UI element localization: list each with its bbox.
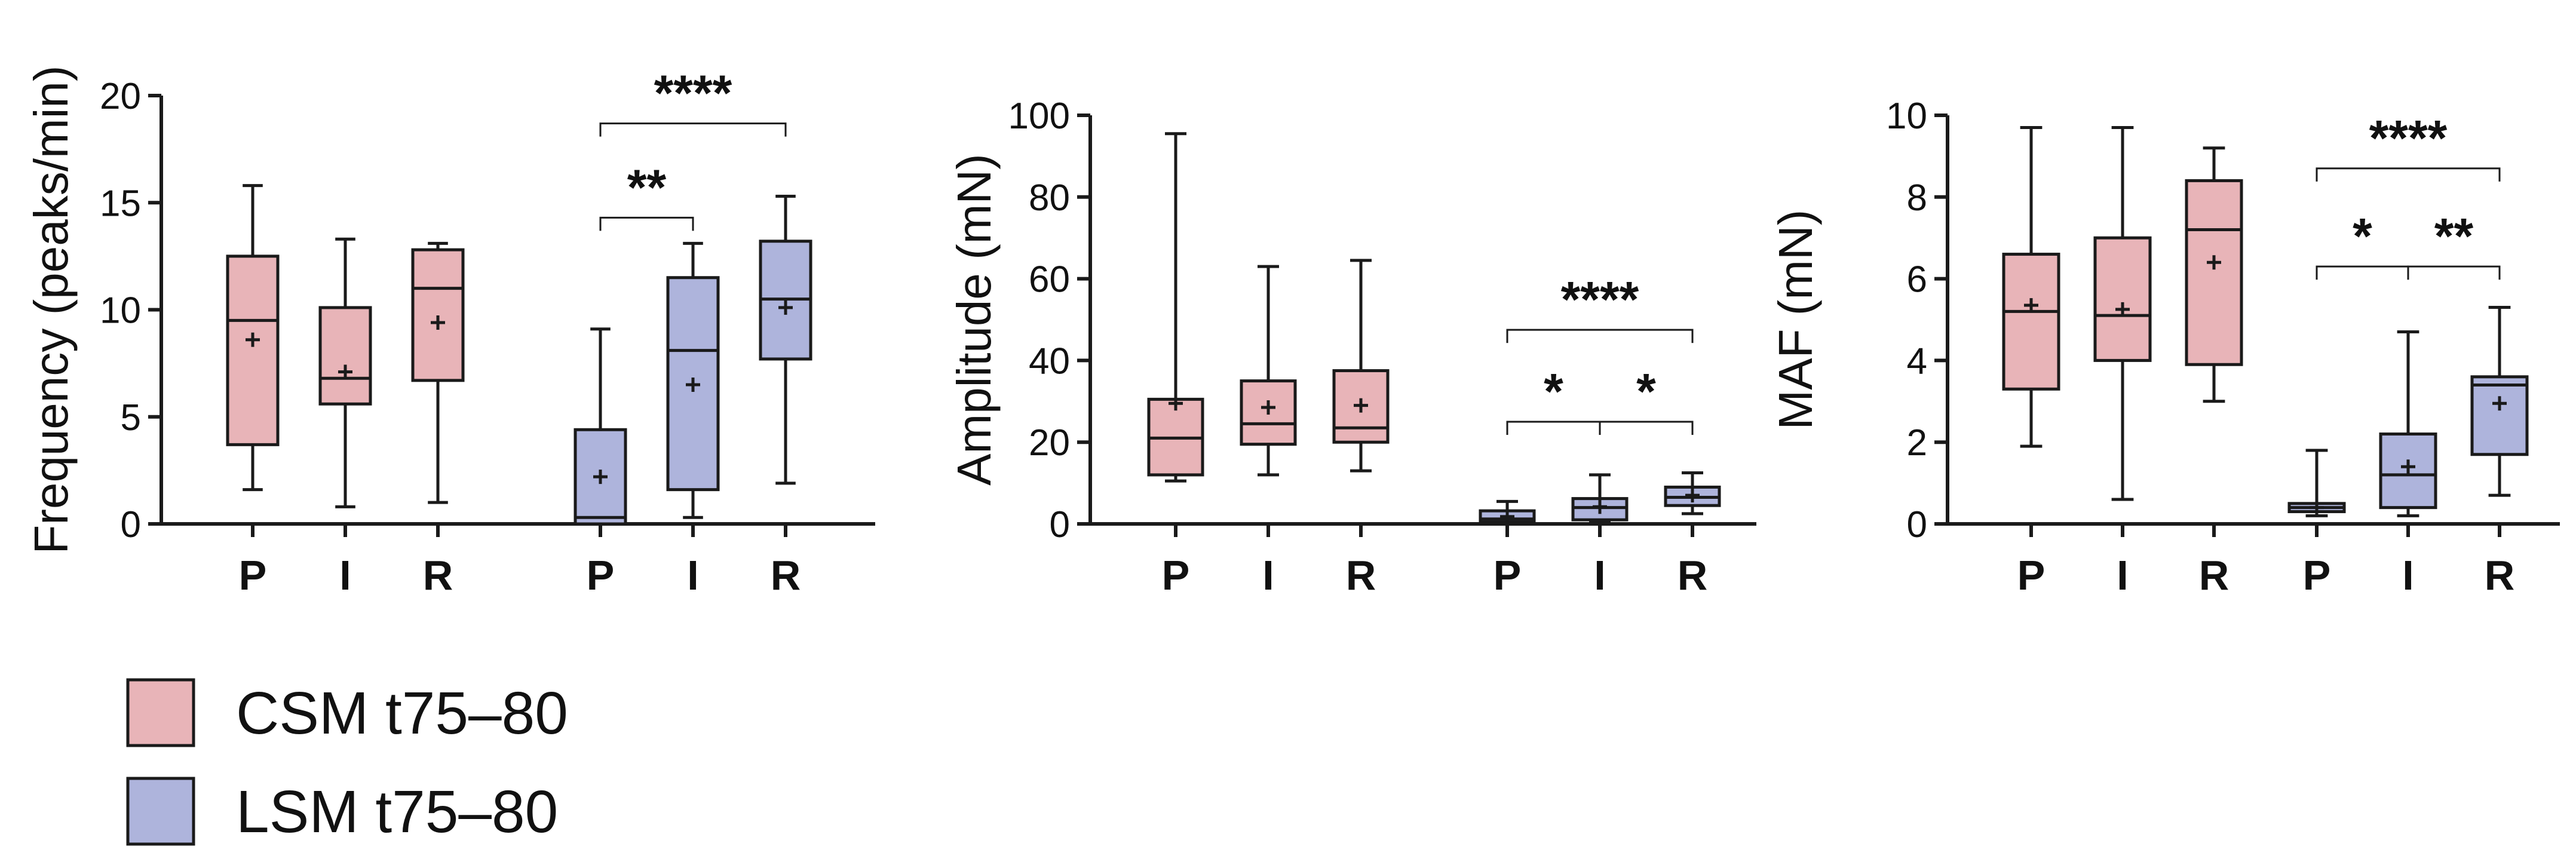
bracket-line [599, 216, 694, 231]
box-1 [1147, 132, 1204, 483]
box-3 [411, 241, 465, 504]
box-6 [2470, 305, 2529, 497]
y-axis-title: MAF (mN) [1769, 210, 1822, 430]
bracket-line [1506, 421, 1601, 435]
box-1 [2002, 126, 2060, 448]
significance-label: **** [2369, 110, 2448, 166]
box-body [2185, 179, 2243, 366]
box-body [318, 306, 372, 406]
significance-bracket: * [1599, 363, 1694, 435]
significance-bracket: ** [599, 159, 694, 231]
x-tick-label: P [2303, 552, 2331, 599]
bracket-line [2407, 265, 2501, 280]
box-2 [318, 237, 372, 508]
bracket-line [2316, 265, 2409, 280]
x-tick-label: R [1346, 552, 1376, 599]
y-tick-label: 10 [1886, 96, 1927, 137]
x-tick-label: R [771, 552, 801, 599]
bracket-line [599, 122, 787, 137]
x-tick-label: I [687, 552, 698, 599]
legend-label-lsm: LSM t75–80 [236, 778, 558, 845]
x-tick-label: R [423, 552, 453, 599]
x-tick-label: P [2017, 552, 2046, 599]
box-body [2093, 236, 2152, 362]
y-tick-label: 8 [1907, 177, 1927, 219]
y-tick-label: 60 [1029, 259, 1070, 300]
significance-label: **** [654, 65, 732, 121]
significance-label: ** [2434, 208, 2474, 264]
box-5 [666, 241, 720, 519]
y-tick-label: 0 [1050, 504, 1070, 545]
x-tick-label: P [1162, 552, 1190, 599]
box-body [226, 254, 280, 446]
box-3 [2185, 146, 2243, 403]
y-axis-title: Amplitude (mN) [947, 154, 1001, 486]
y-tick-label: 4 [1907, 341, 1927, 382]
x-tick-label: R [2199, 552, 2230, 599]
bracket-line [1599, 421, 1694, 435]
y-tick-label: 0 [1907, 504, 1927, 545]
legend-swatch-lsm [126, 777, 195, 846]
box-body [2379, 433, 2437, 510]
significance-label: * [1544, 363, 1563, 419]
significance-bracket: ** [2407, 208, 2501, 280]
significance-label: * [2353, 208, 2372, 264]
y-tick-label: 15 [100, 183, 141, 224]
box-4 [1479, 499, 1536, 525]
y-tick-label: 6 [1907, 259, 1927, 300]
significance-bracket: **** [599, 65, 787, 137]
legend-label-csm: CSM t75–80 [236, 680, 568, 747]
significance-label: * [1636, 363, 1656, 419]
x-tick-label: R [1678, 552, 1708, 599]
box-4 [574, 327, 627, 526]
legend-swatch-csm [126, 678, 195, 747]
significance-label: **** [1561, 271, 1639, 327]
y-axis-title: Frequency (peaks/min) [24, 65, 78, 554]
significance-bracket: **** [2316, 110, 2501, 182]
box-3 [1332, 259, 1390, 473]
significance-bracket: * [1506, 363, 1601, 435]
x-tick-label: I [1262, 552, 1274, 599]
box-2 [1240, 265, 1297, 477]
y-tick-label: 20 [1029, 422, 1070, 464]
box-body [2470, 375, 2529, 456]
box-5 [2379, 330, 2437, 517]
x-tick-label: I [2117, 552, 2128, 599]
legend: CSM t75–80 LSM t75–80 [126, 678, 568, 846]
box-5 [1571, 473, 1629, 524]
bracket-line [1506, 329, 1694, 343]
y-tick-label: 40 [1029, 341, 1070, 382]
y-tick-label: 100 [1008, 96, 1070, 137]
x-tick-label: P [239, 552, 267, 599]
x-tick-label: I [339, 552, 351, 599]
x-tick-label: P [1494, 552, 1522, 599]
box-6 [1664, 471, 1721, 516]
x-tick-label: R [2485, 552, 2515, 599]
x-tick-label: I [2402, 552, 2414, 599]
y-tick-label: 2 [1907, 422, 1927, 464]
significance-label: ** [627, 159, 667, 215]
y-tick-label: 20 [100, 76, 141, 117]
box-body [2002, 253, 2060, 391]
x-tick-label: I [1594, 552, 1605, 599]
box-body [411, 248, 465, 382]
y-tick-label: 10 [100, 290, 141, 332]
box-4 [2287, 449, 2346, 517]
significance-bracket: * [2316, 208, 2409, 280]
y-tick-label: 0 [121, 504, 141, 545]
y-tick-label: 5 [121, 397, 141, 438]
y-tick-label: 80 [1029, 177, 1070, 219]
box-1 [226, 184, 280, 492]
bracket-line [2316, 167, 2501, 182]
box-2 [2093, 126, 2152, 501]
box-6 [759, 194, 812, 485]
significance-bracket: **** [1506, 271, 1694, 343]
x-tick-label: P [587, 552, 615, 599]
